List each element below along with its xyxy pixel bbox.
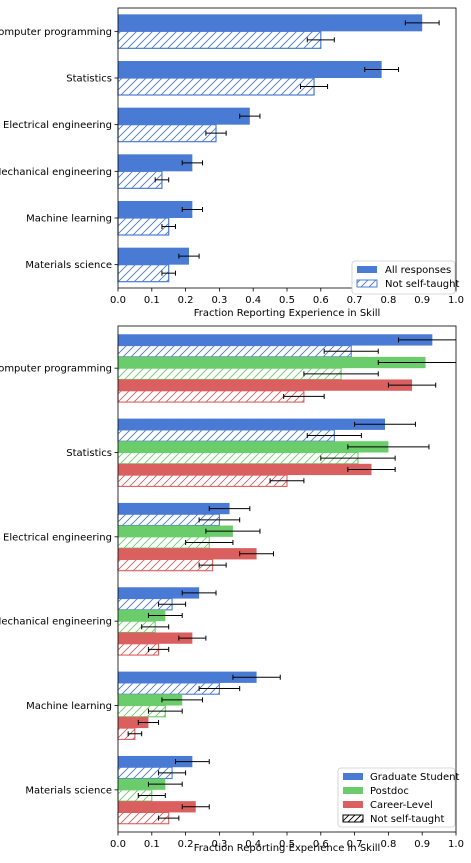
bar-career-level-machine-learning bbox=[118, 716, 149, 729]
y-tick-label-machine-learning: Machine learning bbox=[26, 214, 112, 225]
y-tick-label-statistics: Statistics bbox=[66, 74, 112, 85]
bar-career-level-electrical-engineering bbox=[118, 548, 257, 560]
x-tick-label: 0.4 bbox=[245, 839, 261, 850]
x-tick-label: 1.0 bbox=[448, 295, 464, 306]
x-tick-label: 0.3 bbox=[211, 295, 227, 306]
chart-top-y-axis: Computer programming Statistics Electrical… bbox=[0, 27, 118, 271]
x-tick-label: 0.7 bbox=[347, 839, 363, 850]
chart-top-legend: All responses Not self-taught bbox=[351, 260, 459, 295]
y-tick-label-electrical-engineering: Electrical engineering bbox=[3, 532, 112, 543]
legend-swatch-postdoc bbox=[343, 787, 363, 794]
bar-graduate-student-mechanical-engineering bbox=[118, 587, 200, 599]
bar-postdoc-mechanical-engineering bbox=[118, 609, 166, 622]
x-tick-label: 0.8 bbox=[380, 295, 396, 306]
x-tick-label: 0.2 bbox=[178, 295, 194, 306]
y-tick-label-materials-science: Materials science bbox=[25, 785, 112, 796]
chart-top-x-axis: 0.0 0.1 0.2 0.3 0.4 0.5 0.6 0.7 0.8 0.9 1.0 bbox=[110, 288, 464, 306]
y-tick-label-computer-programming: Computer programming bbox=[0, 364, 112, 375]
legend-label-not-self-taught: Not self-taught bbox=[370, 814, 444, 825]
legend-swatch-graduate-student bbox=[343, 773, 363, 780]
bar-all-responses-computer-programming bbox=[118, 14, 423, 32]
bar-career-level-statistics bbox=[118, 463, 372, 476]
x-tick-label: 0.7 bbox=[347, 295, 363, 306]
bar-postdoc-computer-programming bbox=[118, 356, 426, 369]
legend-box bbox=[337, 767, 456, 828]
bar-all-responses-statistics bbox=[118, 61, 382, 78]
bar-all-responses-machine-learning bbox=[118, 201, 193, 218]
bar-postdoc-materials-science bbox=[118, 778, 166, 790]
x-tick-label: 0.1 bbox=[144, 295, 160, 306]
legend-swatch-all-responses bbox=[357, 266, 377, 273]
legend-swatch-not-self-taught bbox=[356, 279, 378, 288]
chart-bottom-legend: Graduate Student Postdoc Career-Level No… bbox=[337, 767, 459, 828]
legend-swatch-career-level bbox=[343, 801, 363, 808]
chart-top-plot-area bbox=[117, 7, 457, 289]
x-tick-label: 0.9 bbox=[414, 295, 430, 306]
bar-not-self-taught-career-level-computer-programming bbox=[117, 390, 305, 403]
x-tick-label: 0.5 bbox=[279, 839, 295, 850]
x-tick-label: 0.9 bbox=[414, 839, 430, 850]
legend-label-not-self-taught: Not self-taught bbox=[385, 279, 459, 290]
x-tick-label: 0.4 bbox=[245, 295, 261, 306]
y-tick-label-materials-science: Materials science bbox=[25, 260, 112, 271]
x-tick-label: 0.8 bbox=[380, 839, 396, 850]
bar-graduate-student-electrical-engineering bbox=[118, 502, 230, 515]
legend-swatch-not-self-taught bbox=[342, 814, 364, 823]
chart-bottom-error-bars bbox=[127, 337, 456, 821]
y-tick-label-computer-programming: Computer programming bbox=[0, 27, 112, 38]
x-tick-label: 0.6 bbox=[313, 839, 329, 850]
bar-not-self-taught-graduate-student-computer-programming bbox=[117, 345, 352, 358]
bar-not-self-taught-materials-science bbox=[117, 264, 170, 283]
chart-bottom: Computer programming Statistics Electrical… bbox=[0, 325, 464, 854]
bar-graduate-student-materials-science bbox=[118, 755, 193, 768]
chart-top-x-axis-label: Fraction Reporting Experience in Skill bbox=[194, 308, 381, 319]
chart-top: Computer programming Statistics Electrical… bbox=[0, 7, 464, 319]
x-tick-label: 1.0 bbox=[448, 839, 464, 850]
y-tick-label-machine-learning: Machine learning bbox=[26, 701, 112, 712]
bar-not-self-taught-computer-programming bbox=[117, 30, 322, 49]
bar-not-self-taught-machine-learning bbox=[117, 217, 170, 236]
bar-all-responses-materials-science bbox=[118, 247, 189, 265]
bar-graduate-student-computer-programming bbox=[118, 334, 433, 346]
legend-label-all-responses: All responses bbox=[385, 265, 451, 276]
x-tick-label: 0.6 bbox=[313, 295, 329, 306]
bar-not-self-taught-statistics bbox=[117, 77, 315, 96]
x-tick-label: 0.1 bbox=[144, 839, 160, 850]
chart-top-error-bars bbox=[154, 20, 440, 276]
bar-career-level-mechanical-engineering bbox=[118, 632, 193, 644]
y-tick-label-electrical-engineering: Electrical engineering bbox=[3, 120, 112, 131]
chart-bottom-bars bbox=[117, 334, 433, 825]
legend-label-graduate-student: Graduate Student bbox=[370, 772, 459, 783]
legend-label-postdoc: Postdoc bbox=[370, 786, 409, 797]
bar-career-level-materials-science bbox=[118, 801, 196, 813]
chart-top-bars bbox=[117, 14, 423, 283]
chart-bottom-y-axis: Computer programming Statistics Electrical… bbox=[0, 364, 118, 796]
bar-not-self-taught-career-level-electrical-engineering bbox=[117, 558, 214, 572]
chart-bottom-x-axis: 0.0 0.1 0.2 0.3 0.4 0.5 0.6 0.7 0.8 0.9 1.0 bbox=[110, 832, 464, 850]
bar-not-self-taught-career-level-statistics bbox=[117, 474, 288, 487]
bar-graduate-student-statistics bbox=[118, 418, 386, 430]
bar-not-self-taught-graduate-student-statistics bbox=[117, 429, 335, 442]
bar-postdoc-machine-learning bbox=[118, 694, 183, 706]
legend-label-career-level: Career-Level bbox=[370, 800, 433, 811]
y-tick-label-mechanical-engineering: Mechanical engineering bbox=[0, 167, 112, 178]
x-tick-label: 0.5 bbox=[279, 295, 295, 306]
x-tick-label: 0.0 bbox=[110, 295, 126, 306]
x-tick-label: 0.3 bbox=[211, 839, 227, 850]
x-tick-label: 0.2 bbox=[178, 839, 194, 850]
x-tick-label: 0.0 bbox=[110, 839, 126, 850]
bar-career-level-computer-programming bbox=[118, 379, 413, 391]
bar-all-responses-mechanical-engineering bbox=[118, 154, 193, 172]
bar-postdoc-statistics bbox=[118, 441, 389, 453]
bar-graduate-student-machine-learning bbox=[118, 671, 257, 683]
chart-bottom-x-axis-label: Fraction Reporting Experience in Skill bbox=[194, 843, 381, 854]
y-tick-label-statistics: Statistics bbox=[66, 448, 112, 459]
bar-all-responses-electrical-engineering bbox=[118, 107, 250, 125]
bar-postdoc-electrical-engineering bbox=[118, 525, 233, 537]
legend-box bbox=[351, 260, 456, 295]
y-tick-label-mechanical-engineering: Mechanical engineering bbox=[0, 617, 112, 628]
bar-not-self-taught-electrical-engineering bbox=[117, 124, 217, 143]
